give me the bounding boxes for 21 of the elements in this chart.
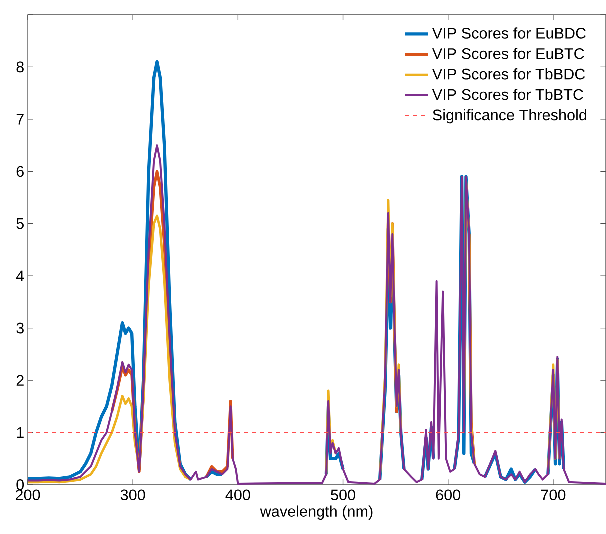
x-tick-label: 200 bbox=[16, 490, 40, 501]
x-tick-label: 400 bbox=[226, 490, 250, 501]
legend-label: VIP Scores for TbBDC bbox=[432, 68, 586, 80]
x-axis-title: wavelength (nm) bbox=[260, 506, 373, 520]
y-tick-label: 4 bbox=[16, 270, 24, 282]
y-tick-label: 2 bbox=[16, 375, 24, 386]
y-tick-label: 8 bbox=[16, 62, 24, 73]
legend-label: VIP Scores for TbBTC bbox=[432, 88, 584, 100]
y-tick-label: 6 bbox=[16, 166, 24, 178]
y-tick-label: 1 bbox=[17, 428, 24, 438]
legend-label: VIP Scores for EuBTC bbox=[432, 48, 584, 60]
x-tick-label: 700 bbox=[541, 490, 566, 501]
x-tick-label: 600 bbox=[436, 490, 461, 501]
y-tick-label: 7 bbox=[16, 114, 24, 125]
legend-label: Significance Threshold bbox=[433, 109, 586, 124]
legend-label: VIP Scores for EuBDC bbox=[432, 28, 586, 39]
x-tick-label: 500 bbox=[331, 490, 356, 501]
x-tick-label: 300 bbox=[120, 490, 146, 501]
y-tick-label: 5 bbox=[16, 218, 24, 230]
y-tick-label: 0 bbox=[16, 480, 24, 490]
y-tick-label: 3 bbox=[16, 322, 24, 334]
